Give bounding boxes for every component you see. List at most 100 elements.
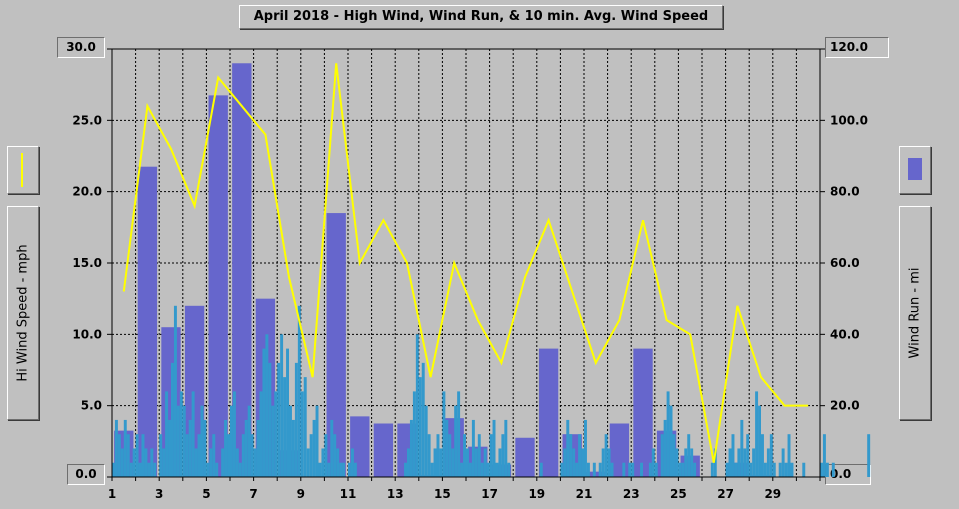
avg-wind-bar — [601, 448, 605, 477]
line-swatch-icon — [21, 153, 23, 187]
avg-wind-bar — [153, 462, 157, 477]
avg-wind-bar — [297, 305, 301, 477]
avg-wind-bar — [176, 405, 180, 477]
avg-wind-bar — [586, 462, 590, 477]
avg-wind-bar — [654, 462, 658, 477]
avg-wind-bar — [758, 405, 761, 477]
avg-wind-bar — [144, 448, 148, 477]
avg-wind-bar — [312, 419, 316, 477]
wind-run-bar — [373, 423, 394, 477]
avg-wind-bar — [412, 391, 416, 477]
avg-wind-bar — [772, 462, 776, 477]
avg-wind-bar — [132, 448, 136, 477]
avg-wind-bar — [289, 405, 292, 477]
x-tick-label: 3 — [155, 487, 163, 501]
avg-wind-bar — [468, 462, 472, 477]
x-tick-label: 27 — [717, 487, 734, 501]
avg-wind-bar — [215, 462, 219, 477]
wind-run-bar — [232, 63, 252, 478]
avg-wind-bar — [539, 462, 543, 477]
chart-title: April 2018 - High Wind, Wind Run, & 10 m… — [239, 5, 723, 29]
avg-wind-bar — [430, 462, 434, 477]
avg-wind-bar — [790, 462, 794, 477]
avg-wind-bar — [309, 434, 313, 477]
avg-wind-bar — [244, 419, 248, 477]
left-axis-max-label: 30.0 — [57, 37, 105, 58]
avg-wind-bar — [687, 434, 691, 477]
avg-wind-bar — [501, 434, 505, 477]
wind-run-bar — [586, 471, 606, 477]
x-tick-label: 17 — [481, 487, 498, 501]
avg-wind-bar — [283, 377, 287, 477]
avg-wind-bar — [820, 462, 823, 477]
wind-run-bar — [515, 437, 535, 477]
avg-wind-bar — [474, 448, 478, 477]
left-tick-label: 25.0 — [72, 113, 102, 127]
avg-wind-bar — [162, 448, 166, 477]
avg-wind-bar — [766, 448, 770, 477]
avg-wind-bar — [421, 362, 425, 477]
avg-wind-bar — [353, 462, 357, 477]
avg-wind-bar — [159, 434, 163, 477]
avg-wind-bar — [693, 462, 697, 477]
left-axis-label-box: Hi Wind Speed - mph — [7, 206, 39, 420]
avg-wind-bar — [150, 448, 154, 477]
left-tick-label: 5.0 — [81, 399, 102, 413]
right-tick-label: 40.0 — [830, 327, 860, 341]
avg-wind-bar — [560, 462, 564, 477]
avg-wind-bar — [463, 434, 466, 477]
left-tick-label: 10.0 — [72, 327, 102, 341]
avg-wind-bar — [291, 419, 295, 477]
avg-wind-bar — [212, 434, 216, 477]
legend-swatch-hi-wind-speed — [7, 146, 39, 194]
avg-wind-bar — [566, 419, 570, 477]
avg-wind-bar — [675, 448, 679, 477]
avg-wind-bar — [495, 462, 499, 477]
avg-wind-bar — [731, 434, 735, 477]
avg-wind-bar — [241, 434, 245, 477]
avg-wind-bar — [424, 405, 428, 477]
avg-wind-bar — [147, 462, 151, 477]
avg-wind-bar — [280, 334, 284, 477]
avg-wind-bar — [404, 462, 407, 477]
avg-wind-bar — [185, 434, 189, 477]
avg-wind-bar — [483, 448, 487, 477]
avg-wind-bar — [763, 462, 767, 477]
avg-wind-bar — [471, 419, 475, 477]
avg-wind-bar — [678, 462, 682, 477]
avg-wind-bar — [209, 448, 213, 477]
avg-wind-bar — [563, 448, 567, 477]
avg-wind-bar — [250, 434, 254, 477]
avg-wind-bar — [867, 434, 871, 477]
avg-wind-bar — [457, 391, 461, 477]
avg-wind-bar — [342, 462, 346, 477]
avg-wind-bar — [489, 434, 493, 477]
avg-wind-bar — [684, 448, 688, 477]
avg-wind-bar — [232, 391, 236, 477]
avg-wind-bar — [743, 448, 747, 477]
avg-wind-bar — [504, 419, 508, 477]
avg-wind-bar — [578, 434, 582, 477]
avg-wind-bar — [631, 462, 635, 477]
x-tick-label: 29 — [764, 487, 781, 501]
avg-wind-bar — [778, 462, 782, 477]
avg-wind-bar — [728, 448, 732, 477]
avg-wind-bar — [123, 419, 127, 477]
avg-wind-bar — [188, 419, 192, 477]
wind-run-bar — [326, 213, 346, 478]
wind-run-bar — [208, 95, 228, 477]
avg-wind-bar — [784, 462, 788, 477]
avg-wind-bar — [259, 391, 263, 477]
avg-wind-bar — [569, 434, 573, 477]
avg-wind-bar — [197, 434, 201, 477]
avg-wind-bar — [825, 462, 829, 477]
x-tick-label: 7 — [249, 487, 257, 501]
avg-wind-bar — [725, 462, 729, 477]
avg-wind-bar — [433, 448, 437, 477]
x-tick-label: 13 — [387, 487, 404, 501]
avg-wind-bar — [230, 405, 233, 477]
avg-wind-bar — [114, 419, 118, 477]
avg-wind-bar — [300, 391, 304, 477]
avg-wind-bar — [182, 405, 186, 477]
avg-wind-bar — [135, 434, 139, 477]
